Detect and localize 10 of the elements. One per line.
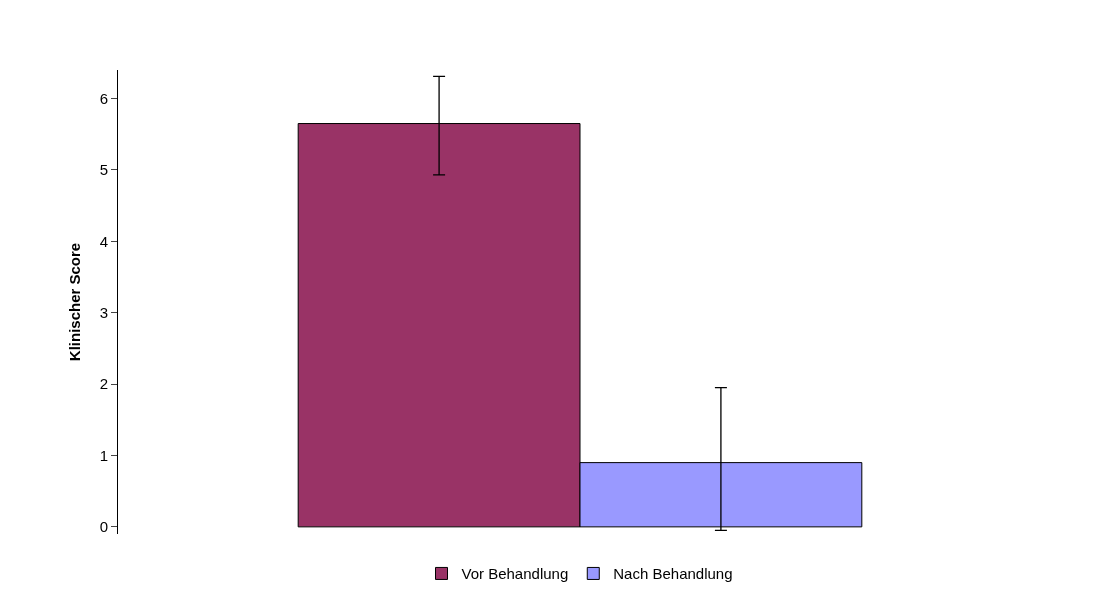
y-tick-label: 5 bbox=[99, 161, 108, 179]
legend-label: Vor Behandlung bbox=[461, 565, 569, 583]
legend-label: Nach Behandlung bbox=[613, 565, 733, 583]
y-tick-label: 0 bbox=[99, 518, 108, 536]
y-tick-label: 2 bbox=[99, 375, 108, 393]
y-tick-label: 6 bbox=[99, 89, 108, 107]
y-tick-label: 1 bbox=[99, 446, 108, 464]
y-tick-label: 3 bbox=[99, 303, 108, 321]
y-tick-label: 4 bbox=[99, 232, 108, 250]
y-axis-title: Klinischer Score bbox=[65, 242, 83, 362]
